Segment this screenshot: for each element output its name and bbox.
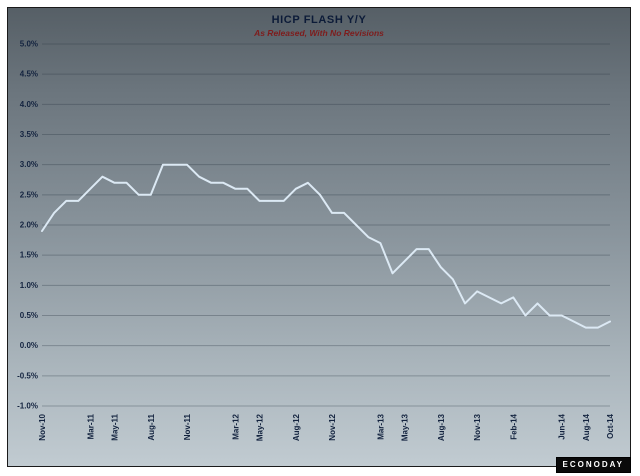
- y-axis-tick-label: 4.5%: [20, 70, 38, 79]
- y-axis-tick-label: 5.0%: [20, 40, 38, 49]
- x-axis-tick-label: Mar-13: [376, 413, 385, 439]
- x-axis-tick-label: May-11: [111, 413, 120, 440]
- y-axis-tick-label: 2.0%: [20, 221, 38, 230]
- chart-subtitle: As Released, With No Revisions: [254, 28, 384, 38]
- x-axis-tick-label: May-13: [401, 413, 410, 441]
- y-axis-tick-label: 2.5%: [20, 190, 38, 199]
- y-axis-tick-label: 0.0%: [20, 341, 38, 350]
- y-axis-tick-label: 3.0%: [20, 160, 38, 169]
- x-axis-tick-label: Aug-11: [147, 413, 156, 440]
- chart-title: HICP FLASH Y/Y: [271, 14, 367, 26]
- y-axis-tick-label: 4.0%: [20, 100, 38, 109]
- y-axis-tick-label: 0.5%: [20, 311, 38, 320]
- hicp-line-series: [41, 163, 611, 329]
- y-axis-tick-label: 1.5%: [20, 251, 38, 260]
- x-axis-tick-label: Mar-12: [231, 413, 240, 439]
- chart-canvas: HICP FLASH Y/Y As Released, With No Revi…: [7, 7, 631, 467]
- econoday-logo: ECONODAY: [555, 457, 631, 473]
- x-axis-tick-label: May-12: [256, 413, 265, 441]
- y-axis-tick-label: 3.5%: [20, 130, 38, 139]
- x-axis-tick-label: Nov-11: [183, 413, 192, 440]
- x-axis-tick-label: Aug-14: [582, 413, 591, 441]
- x-axis-tick-label: Oct-14: [606, 413, 615, 438]
- x-axis-tick-label: Feb-14: [509, 413, 518, 439]
- x-axis-tick-label: Nov-12: [328, 413, 337, 440]
- x-axis-tick-label: Mar-11: [86, 413, 95, 439]
- chart-plot: 5.0% 4.5% 4.0% 3.5% 3.0% 2.5% 2.0% 1.5% 1.0% 0.5%…: [17, 40, 615, 442]
- y-axis-tick-label: -0.5%: [17, 371, 38, 380]
- x-axis-tick-label: Nov-13: [473, 413, 482, 440]
- y-axis-tick-label: 1.0%: [20, 281, 38, 290]
- x-axis-tick-label: Aug-13: [437, 413, 446, 441]
- x-axis-tick-label: Aug-12: [292, 413, 301, 441]
- y-axis-tick-label: -1.0%: [17, 402, 38, 411]
- x-axis-tick-label: Jun-14: [558, 413, 567, 439]
- x-axis-tick-label: Nov-10: [38, 413, 47, 440]
